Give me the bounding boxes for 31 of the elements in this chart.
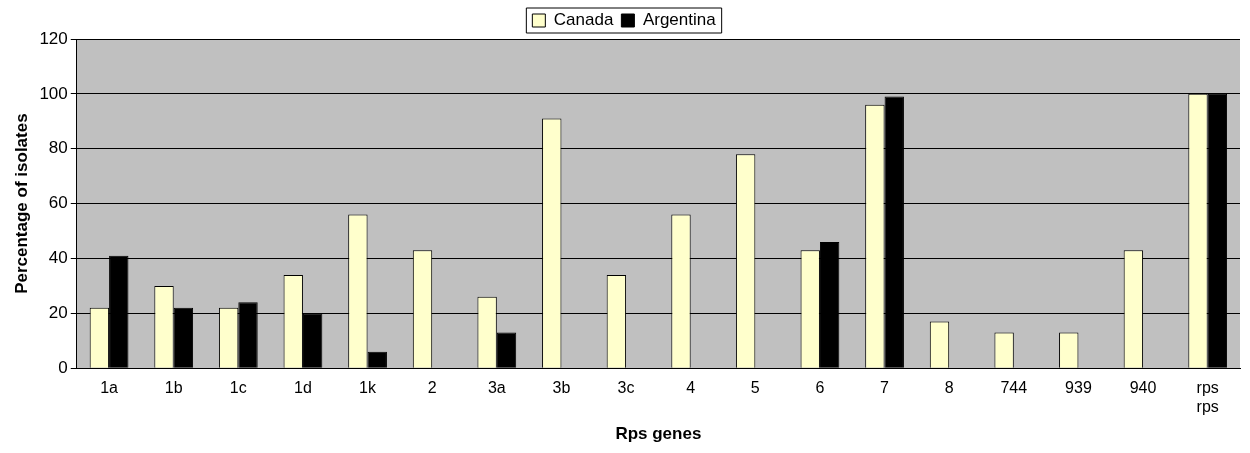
x-tick-label: 8: [944, 379, 954, 397]
bar: [302, 313, 323, 368]
y-tick-label: 100: [39, 83, 68, 103]
x-tick-label: 939: [1065, 379, 1092, 397]
x-tick-label: 3b: [552, 379, 571, 397]
y-tick-label: 0: [58, 357, 68, 377]
x-tick-label: 5: [750, 379, 760, 397]
x-tick-label: 1a: [100, 379, 119, 397]
x-tick-label: 1d: [294, 379, 312, 397]
x-axis-title: Rps genes: [615, 424, 702, 444]
y-tick-label: 60: [48, 193, 68, 213]
x-tick-label: 7: [880, 379, 890, 397]
x-tick-label: 1c: [229, 379, 247, 397]
y-tick-label: 80: [48, 138, 68, 158]
y-axis-title: Percentage of isolates: [11, 113, 31, 294]
x-tick-label: 2: [427, 379, 437, 397]
x-tick-label: 3c: [617, 379, 635, 397]
x-tick-label: 940: [1129, 379, 1157, 397]
x-tick-label: rps rps: [1196, 379, 1219, 416]
x-tick-label: 4: [686, 379, 696, 397]
legend-label: Argentina: [642, 10, 717, 30]
y-tick-label: 120: [39, 28, 68, 48]
x-tick-label: 744: [1000, 379, 1028, 397]
legend-label: Canada: [553, 10, 614, 30]
bar: [496, 332, 517, 368]
y-tick-label: 40: [48, 248, 68, 268]
x-tick-label: 3a: [487, 379, 506, 397]
x-tick-label: 1b: [164, 379, 183, 397]
x-tick-label: 6: [815, 379, 825, 397]
x-tick-label: 1k: [359, 379, 378, 397]
y-tick-label: 20: [48, 303, 68, 323]
